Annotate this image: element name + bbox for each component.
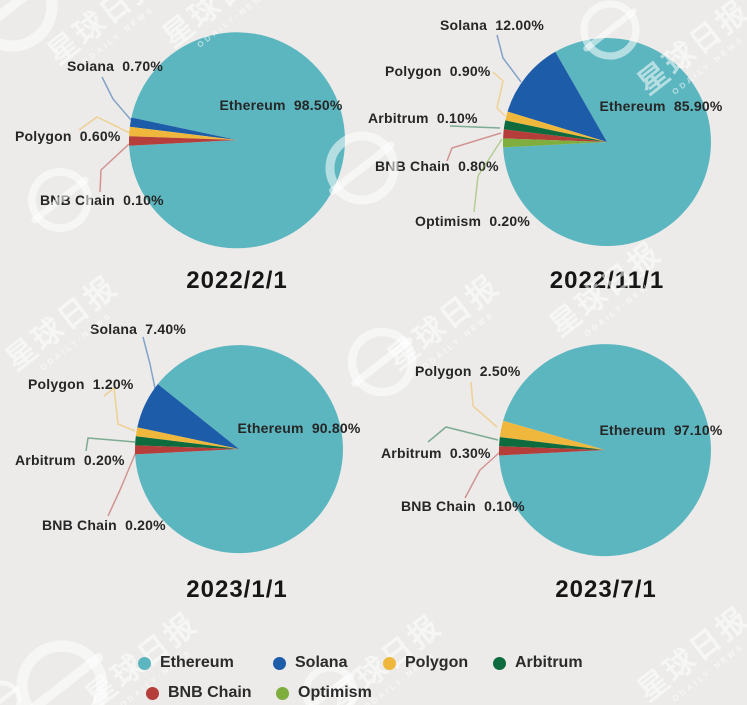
callout-line-arbitrum xyxy=(449,125,501,129)
pie-chart-2022/2/1: Ethereum 98.50% Solana 0.70% Polygon 0.60%… xyxy=(15,32,345,294)
callout-line-arbitrum xyxy=(85,437,136,452)
slice-label-solana: Solana 12.00% xyxy=(440,17,544,33)
callout-line-bnb-chain xyxy=(446,132,502,162)
callout-line-polygon xyxy=(470,381,498,428)
pie-slice-arbitrum xyxy=(503,120,607,142)
callout-line-optimism xyxy=(473,138,503,213)
pie-chart-2023/7/1: Ethereum 97.10% Polygon 2.50% Arbitrum 0.3… xyxy=(381,344,723,603)
slice-label-bnb-chain: BNB Chain 0.20% xyxy=(42,517,166,533)
pie-slice-polygon xyxy=(505,111,607,142)
pie-slice-bnb-chain xyxy=(128,136,237,146)
callout-line-polygon xyxy=(492,71,506,117)
pie-slice-ethereum xyxy=(129,32,345,249)
chart-title: 2022/11/1 xyxy=(550,267,664,294)
callout-line-solana xyxy=(142,336,157,394)
slice-label-arbitrum: Arbitrum 0.10% xyxy=(368,110,478,126)
pie-slice-polygon xyxy=(499,420,605,450)
slice-label-ethereum: Ethereum 85.90% xyxy=(599,98,722,114)
pie-slice-solana xyxy=(507,51,607,142)
pie-chart-2023/1/1: Ethereum 90.80% Solana 7.40% Polygon 1.20%… xyxy=(15,321,361,603)
callout-line-solana xyxy=(496,34,522,83)
pie-chart-2022/11/1: Ethereum 85.90% Solana 12.00% Polygon 0.90… xyxy=(368,17,723,294)
slice-label-ethereum: Ethereum 98.50% xyxy=(219,97,342,113)
slice-label-bnb-chain: BNB Chain 0.80% xyxy=(375,158,499,174)
pie-slice-solana xyxy=(129,117,237,140)
slice-label-ethereum: Ethereum 90.80% xyxy=(237,420,360,436)
callout-line-arbitrum xyxy=(427,426,499,443)
pie-slice-bnb-chain xyxy=(499,446,605,456)
slice-label-solana: Solana 0.70% xyxy=(67,58,163,74)
slice-label-bnb-chain: BNB Chain 0.10% xyxy=(40,192,164,208)
slice-label-arbitrum: Arbitrum 0.30% xyxy=(381,445,491,461)
pie-slice-solana xyxy=(137,384,239,449)
pie-slice-bnb-chain xyxy=(503,129,607,142)
pie-slice-arbitrum xyxy=(499,437,605,450)
pie-slice-bnb-chain xyxy=(135,445,239,455)
callout-line-bnb-chain xyxy=(107,451,137,517)
slice-label-polygon: Polygon 0.90% xyxy=(385,63,491,79)
slice-label-ethereum: Ethereum 97.10% xyxy=(599,422,722,438)
pie-slice-ethereum xyxy=(503,38,711,247)
pie-slice-polygon xyxy=(135,427,239,449)
callout-line-bnb-chain xyxy=(464,451,501,499)
callout-line-solana xyxy=(101,76,132,121)
slice-label-polygon: Polygon 2.50% xyxy=(415,363,521,379)
pie-slice-polygon xyxy=(129,126,237,140)
callout-line-polygon xyxy=(78,116,131,134)
slice-label-optimism: Optimism 0.20% xyxy=(415,213,530,229)
slice-label-arbitrum: Arbitrum 0.20% xyxy=(15,452,125,468)
slice-label-bnb-chain: BNB Chain 0.10% xyxy=(401,498,525,514)
callout-line-bnb-chain xyxy=(99,143,130,193)
chart-title: 2023/7/1 xyxy=(555,576,656,603)
pie-slice-ethereum xyxy=(499,344,711,557)
slice-label-solana: Solana 7.40% xyxy=(90,321,186,337)
chart-title: 2023/1/1 xyxy=(186,576,287,603)
chart-title: 2022/2/1 xyxy=(186,267,287,294)
callout-line-polygon xyxy=(103,387,136,432)
slice-label-polygon: Polygon 1.20% xyxy=(28,376,134,392)
pie-slice-optimism xyxy=(503,138,607,148)
slice-label-polygon: Polygon 0.60% xyxy=(15,128,121,144)
pie-slice-ethereum xyxy=(135,345,343,554)
pie-slice-arbitrum xyxy=(135,436,239,449)
